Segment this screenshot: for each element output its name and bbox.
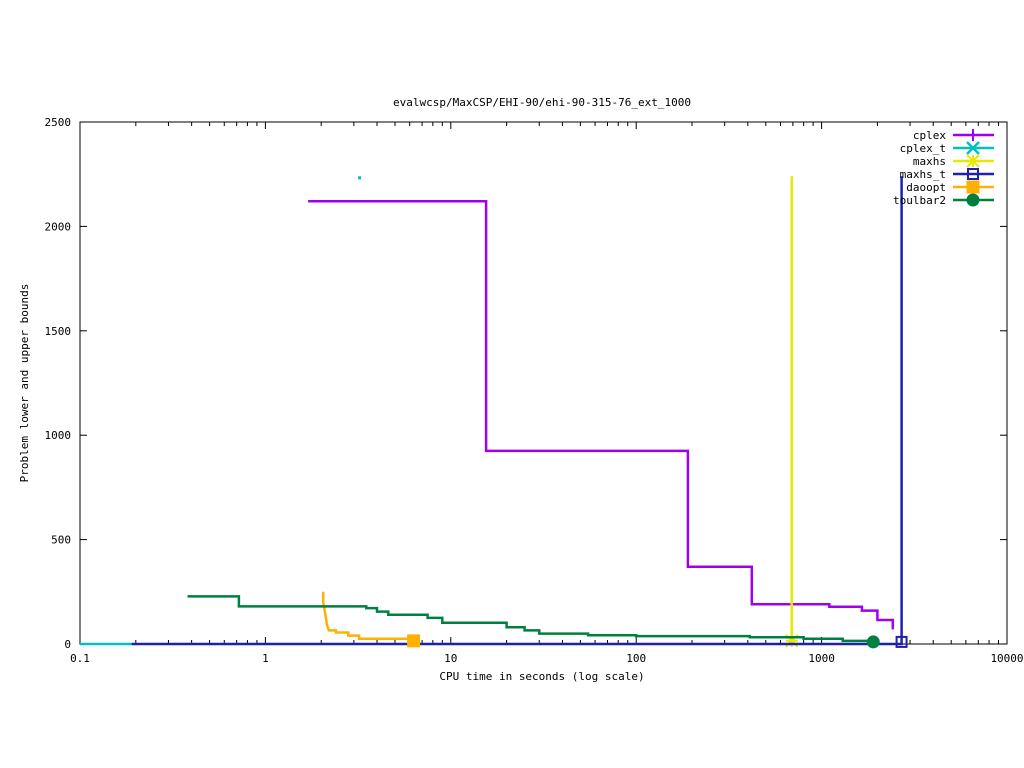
x-tick-label-1: 1 <box>262 652 269 665</box>
legend-label-maxhs_t: maxhs_t <box>900 168 946 181</box>
legend-marker-cplex <box>967 129 979 141</box>
y-tick-label-1: 500 <box>51 534 71 547</box>
legend-marker-daoopt <box>966 180 980 194</box>
marker-maxhs_t-0 <box>895 635 908 648</box>
x-tick-label-5: 10000 <box>990 652 1023 665</box>
series-line-maxhs_t <box>131 176 903 646</box>
legend-label-maxhs: maxhs <box>913 155 946 168</box>
marker-daoopt-0 <box>407 634 421 648</box>
y-tick-label-0: 0 <box>64 638 71 651</box>
x-axis-label: CPU time in seconds (log scale) <box>439 670 644 683</box>
series-daoopt <box>321 591 421 648</box>
series-line-daoopt <box>321 591 415 641</box>
x-tick-label-4: 1000 <box>808 652 835 665</box>
y-tick-label-4: 2000 <box>45 220 72 233</box>
x-tick-label-2: 10 <box>444 652 457 665</box>
series-cplex_t <box>80 176 362 646</box>
x-tick-label-0: 0.1 <box>70 652 90 665</box>
series-line-cplex <box>308 200 895 630</box>
series-maxhs_t <box>131 176 908 648</box>
legend-label-daoopt: daoopt <box>906 181 946 194</box>
legend-label-toulbar2: toulbar2 <box>893 194 946 207</box>
legend-label-cplex: cplex <box>913 129 946 142</box>
plot-frame <box>79 121 1008 645</box>
legend-label-cplex_t: cplex_t <box>900 142 946 155</box>
y-tick-label-5: 2500 <box>45 116 72 129</box>
series-layer <box>80 176 908 649</box>
series-toulbar2 <box>187 595 880 649</box>
y-tick-label-3: 1500 <box>45 325 72 338</box>
legend-marker-maxhs_t <box>967 168 979 180</box>
x-tick-label-3: 100 <box>626 652 646 665</box>
point-cplex_t-0 <box>358 176 362 180</box>
marker-maxhs-0 <box>785 634 799 648</box>
series-cplex <box>308 200 895 630</box>
chart-title: evalwcsp/MaxCSP/EHI-90/ehi-90-315-76_ext… <box>393 96 691 109</box>
y-axis-label: Problem lower and upper bounds <box>18 284 31 483</box>
legend-marker-maxhs <box>966 154 980 168</box>
series-maxhs <box>785 176 799 648</box>
series-line-toulbar2 <box>187 595 875 643</box>
axis-ticks: 0.1 1 10 100 1000 10000 0 500 1000 1500 2000 2500 <box>45 116 1024 665</box>
marker-toulbar2-0 <box>866 635 880 649</box>
legend-marker-toulbar2 <box>966 193 980 207</box>
y-tick-label-2: 1000 <box>45 429 72 442</box>
legend-marker-cplex_t <box>966 141 980 155</box>
